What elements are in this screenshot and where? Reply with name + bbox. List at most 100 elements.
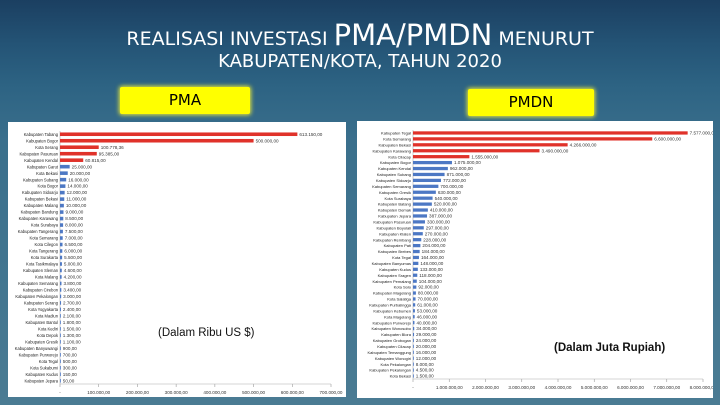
- pmdn-value-label: 12.000,00: [416, 356, 437, 361]
- pmdn-value-label: 520.000,00: [434, 202, 457, 207]
- pmdn-value-label: 70.000,00: [418, 297, 439, 302]
- pmdn-value-label: 410.000,00: [430, 208, 453, 213]
- pma-value-label: 1.100,00: [63, 339, 81, 344]
- pmdn-x-tick-label: 2.000.000,00: [472, 385, 499, 390]
- pma-value-label: 50,00: [63, 378, 75, 383]
- pmdn-value-label: 330.000,00: [427, 219, 450, 224]
- pma-value-label: 25.000,00: [72, 164, 93, 169]
- pma-bar: [60, 190, 65, 195]
- pma-category-label: Kabupaten Tabang: [24, 132, 59, 137]
- pma-bar: [60, 197, 65, 201]
- pma-bar: [60, 158, 84, 162]
- pmdn-bar: [413, 178, 441, 183]
- pmdn-category-label: Kabupaten Pati: [384, 243, 411, 248]
- pma-value-label: 5.500,00: [64, 255, 82, 260]
- pmdn-bar: [413, 149, 540, 153]
- pmdn-category-label: Kota Bekasi: [390, 374, 411, 379]
- pmdn-bar: [413, 303, 416, 307]
- pma-bar: [60, 353, 61, 357]
- pmdn-value-label: 1.555.000,00: [471, 154, 498, 159]
- slide-title-line2: KABUPATEN/KOTA, TAHUN 2020: [218, 51, 502, 72]
- pma-value-label: 300,00: [63, 365, 77, 370]
- pma-category-label: Kabupaten Bandung: [21, 210, 59, 215]
- pmdn-value-label: 772.000,00: [443, 178, 466, 183]
- pma-value-label: 7.500,00: [65, 229, 83, 234]
- pmdn-category-label: Kabupaten Cilacap: [377, 344, 412, 349]
- pmdn-value-label: 148.000,00: [420, 261, 443, 266]
- pmdn-value-label: 228.000,00: [423, 237, 446, 242]
- pma-value-label: 900,00: [63, 346, 77, 351]
- pma-value-label: 11.000,00: [66, 197, 87, 202]
- pmdn-value-label: 297.000,00: [426, 225, 449, 230]
- pmdn-unit-annotation: (Dalam Juta Rupiah): [554, 342, 665, 354]
- pma-bar: [60, 333, 61, 338]
- pma-bar: [60, 314, 61, 318]
- pma-value-label: 12.000,00: [67, 190, 88, 195]
- pma-value-label: 4.600,00: [64, 268, 82, 273]
- pma-bar: [60, 249, 63, 253]
- pma-value-label: 500.000,00: [256, 138, 279, 143]
- pma-x-tick-label: -: [59, 390, 61, 395]
- pma-category-label: Kabupaten Bantul: [25, 320, 58, 325]
- pmdn-bar: [413, 131, 688, 135]
- pmdn-category-label: Kabupaten Bogor: [380, 160, 412, 165]
- pma-category-label: Kabupaten Gresik: [25, 339, 59, 344]
- pmdn-bar: [413, 255, 419, 260]
- pma-label: PMA: [120, 87, 250, 114]
- pma-value-label: 8.500,00: [65, 216, 83, 221]
- title-part1: REALISASI INVESTASI: [126, 28, 334, 50]
- pmdn-value-label: 1.075.000,00: [454, 160, 481, 165]
- pma-bar: [60, 327, 61, 331]
- pmdn-category-label: Kota Surabaya: [385, 196, 412, 201]
- pmdn-category-label: Kabupaten Demak: [378, 208, 411, 213]
- pmdn-category-label: Kabupaten Bekasi: [379, 142, 412, 147]
- pmdn-category-label: Kota Semarang: [383, 136, 411, 141]
- pmdn-bar: [413, 267, 418, 271]
- pma-category-label: Kota Kediri: [38, 326, 58, 331]
- pmdn-category-label: Kabupaten Subang: [377, 172, 411, 177]
- pmdn-bar: [413, 155, 470, 159]
- pma-bar: [60, 372, 61, 377]
- pmdn-value-label: 133.000,00: [420, 267, 443, 272]
- pma-value-label: 20.000,00: [70, 171, 91, 176]
- pma-bar: [60, 223, 64, 227]
- pmdn-x-tick-label: 3.000.000,00: [508, 385, 535, 390]
- pma-bar: [60, 255, 63, 260]
- pma-category-label: Kabupaten Garut: [27, 164, 59, 169]
- pma-category-label: Kota Bogor: [38, 184, 59, 189]
- pmdn-bar: [413, 196, 433, 200]
- pmdn-category-label: Kabupaten Pekalongan: [369, 368, 411, 373]
- pma-value-label: 4.200,00: [64, 275, 82, 280]
- pma-bar: [60, 365, 61, 370]
- pma-value-label: 6.000,00: [64, 249, 82, 254]
- pmdn-value-label: 962.000,00: [450, 166, 473, 171]
- pma-category-label: Kabupaten Banyuwangi: [15, 346, 58, 351]
- pmdn-bar: [413, 160, 452, 165]
- pmdn-value-label: 34.000,00: [416, 326, 437, 331]
- pmdn-category-label: Kabupaten Grobogan: [373, 338, 411, 343]
- pmdn-bar: [413, 249, 420, 254]
- pmdn-category-label: Kabupaten Karawang: [373, 148, 411, 153]
- pmdn-bar: [413, 214, 428, 218]
- pmdn-value-label: 3.490.000,00: [542, 148, 569, 153]
- pma-category-label: Kota Surabaya: [31, 223, 59, 228]
- pma-category-label: Kabupaten Tangerang: [18, 229, 59, 234]
- pma-bar: [60, 275, 62, 279]
- pmdn-value-label: 20.000,00: [416, 344, 437, 349]
- pma-x-tick-label: 200.000,00: [126, 390, 149, 395]
- pmdn-bar: [413, 374, 414, 378]
- pma-value-label: 1.500,00: [63, 326, 81, 331]
- pmdn-value-label: 6.600.000,00: [654, 136, 681, 141]
- pmdn-bar: [413, 143, 568, 147]
- pma-category-label: Kabupaten Bogor: [26, 138, 59, 143]
- pmdn-value-label: 29.000,00: [416, 332, 437, 337]
- pmdn-category-label: Kabupaten Pemalang: [373, 279, 411, 284]
- pmdn-bar: [413, 297, 416, 301]
- pma-bar: [60, 151, 97, 156]
- pmdn-bar: [413, 291, 416, 295]
- pma-category-label: Kabupaten Purworejo: [19, 352, 59, 357]
- pmdn-value-label: 1.500,00: [416, 374, 434, 379]
- pmdn-category-label: Kabupaten Pasuruan: [373, 219, 411, 224]
- pma-value-label: 3.800,00: [63, 281, 81, 286]
- pmdn-category-label: Kabupaten Rembang: [373, 237, 411, 242]
